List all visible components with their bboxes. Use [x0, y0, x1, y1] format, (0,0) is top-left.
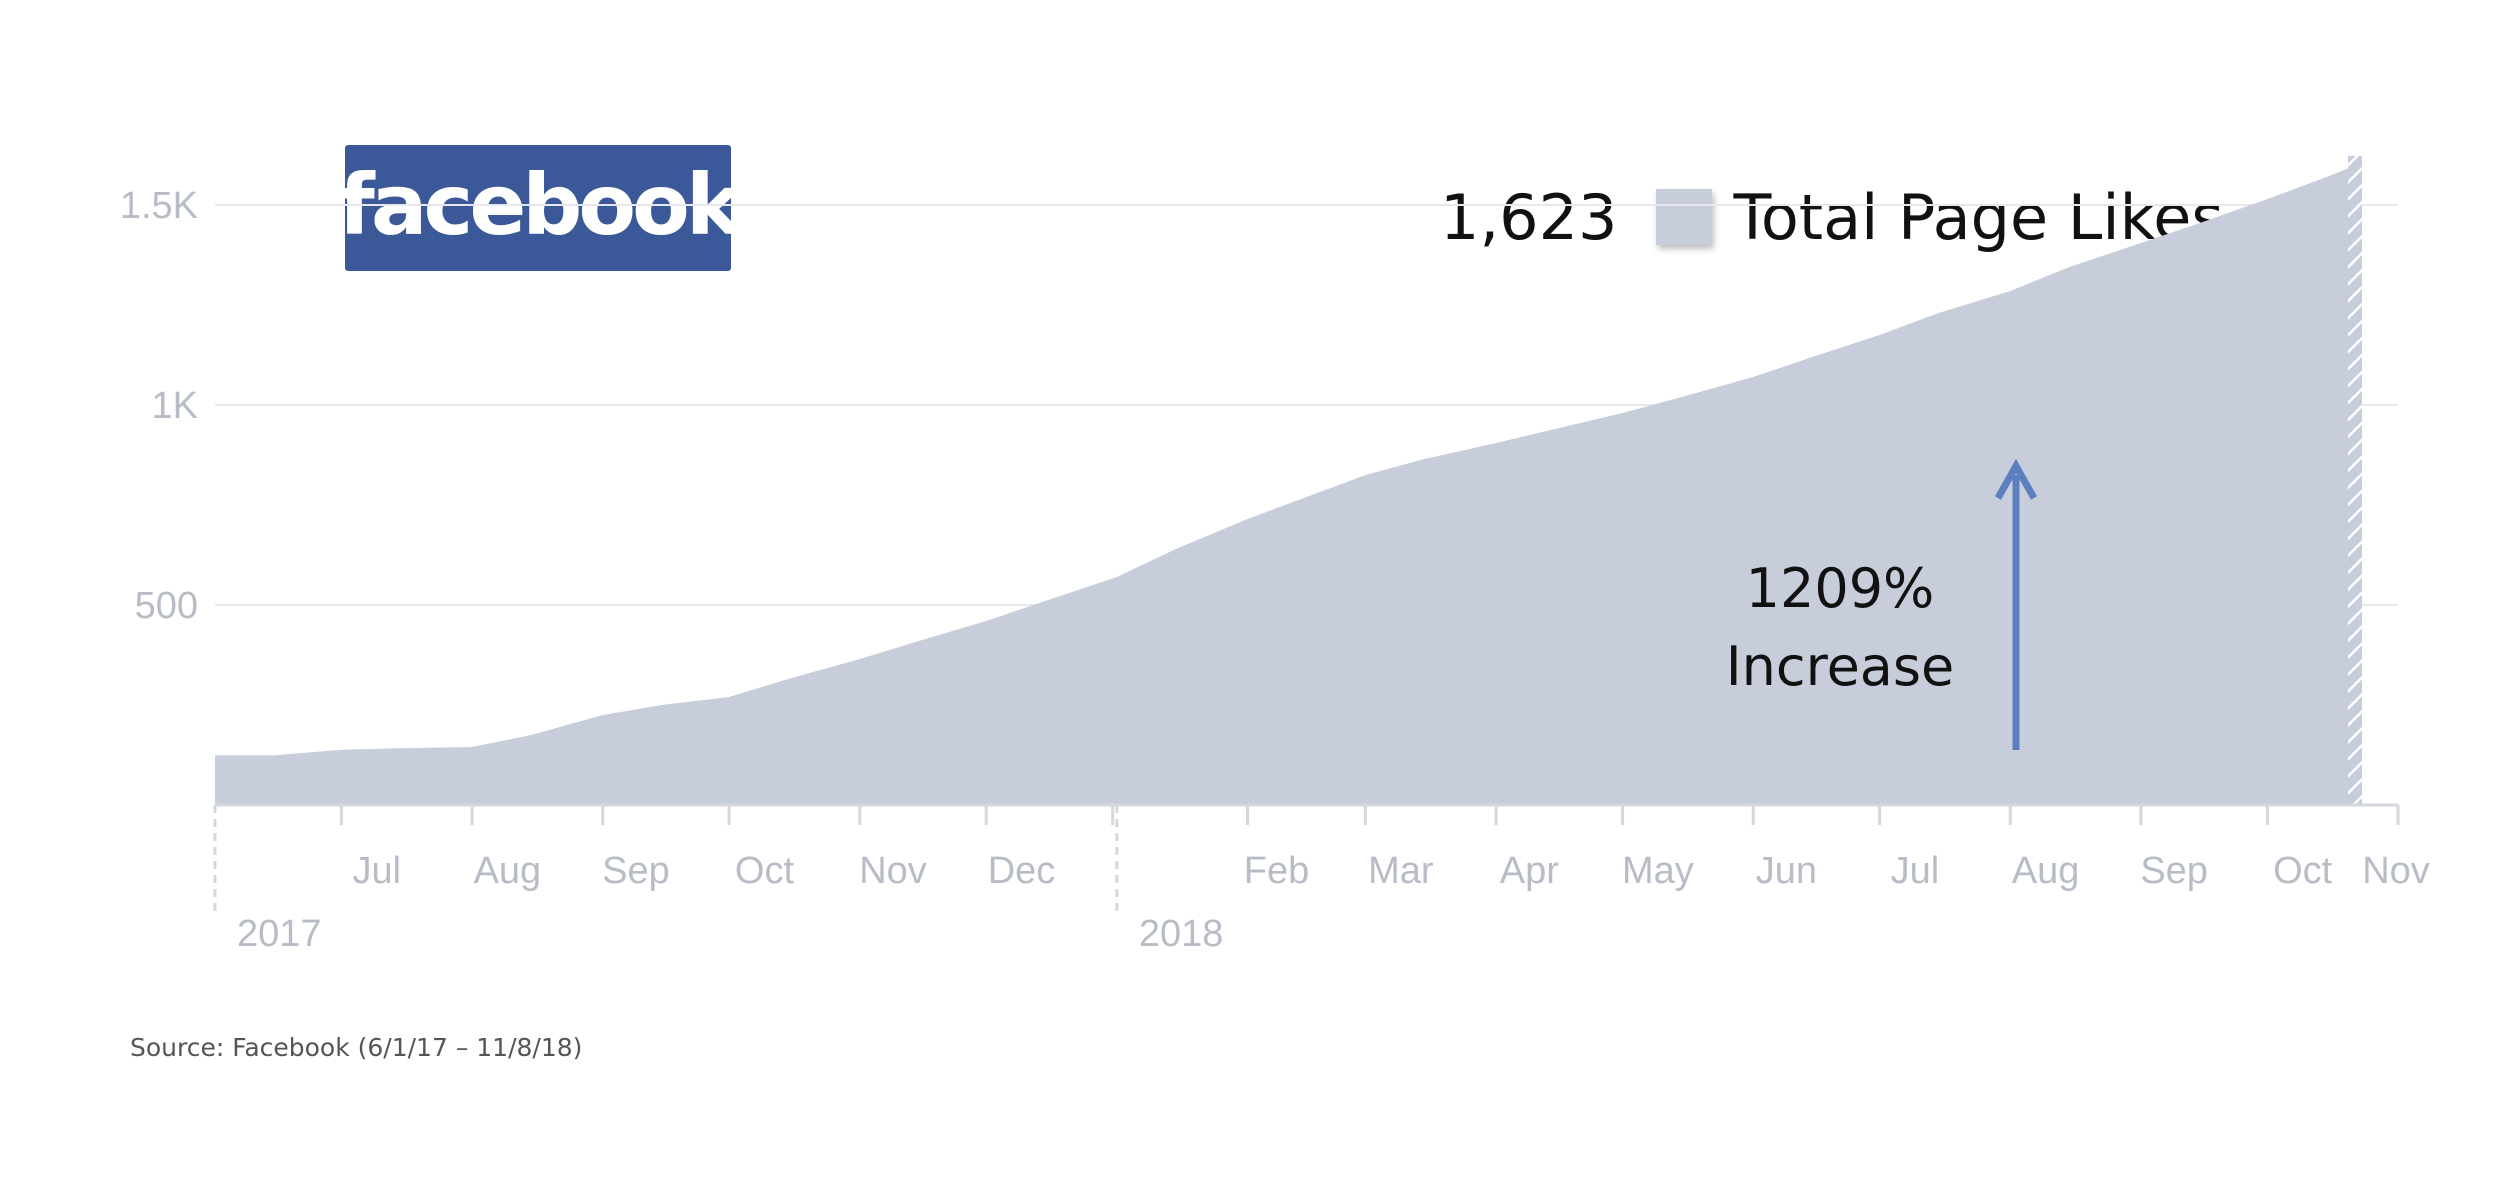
x-month-label: Mar	[1368, 850, 1434, 892]
legend-total-count: 1,623	[1440, 180, 1618, 254]
increase-annotation: 1209% Increase	[1680, 550, 2000, 706]
y-tick-label: 1K	[152, 385, 198, 427]
x-year-label: 2018	[1139, 913, 1224, 955]
x-month-label: Feb	[1244, 850, 1309, 892]
x-month-label: Jun	[1756, 850, 1817, 892]
x-month-label: Jul	[1891, 850, 1940, 892]
x-month-label: Dec	[988, 850, 1056, 892]
x-month-label: Oct	[2273, 850, 2333, 892]
increase-percent: 1209%	[1745, 557, 1935, 620]
x-month-label: Sep	[602, 850, 670, 892]
increase-arrow-head	[1994, 458, 2038, 500]
x-month-label: May	[1622, 850, 1694, 892]
legend-label: Total Page Likes	[1733, 180, 2224, 254]
x-month-label: Aug	[2012, 850, 2080, 892]
x-month-label: Nov	[859, 850, 927, 892]
legend-swatch	[1655, 189, 1712, 245]
x-month-label: Nov	[2362, 850, 2430, 892]
increase-label: Increase	[1725, 635, 1955, 698]
x-month-label: Oct	[735, 850, 795, 892]
chart-legend: 1,623 Total Page Likes	[1440, 170, 2224, 264]
x-month-label: Aug	[474, 850, 542, 892]
x-year-label: 2017	[237, 913, 322, 955]
y-tick-label: 1.5K	[120, 185, 198, 227]
y-tick-label: 500	[135, 585, 198, 627]
total-likes-area	[215, 155, 2362, 806]
source-note: Source: Facebook (6/1/17 – 11/8/18)	[130, 1033, 583, 1062]
partial-period-hatch	[2348, 155, 2362, 806]
x-month-label: Sep	[2140, 850, 2208, 892]
x-month-label: Jul	[352, 850, 401, 892]
x-month-label: Apr	[1500, 850, 1559, 892]
